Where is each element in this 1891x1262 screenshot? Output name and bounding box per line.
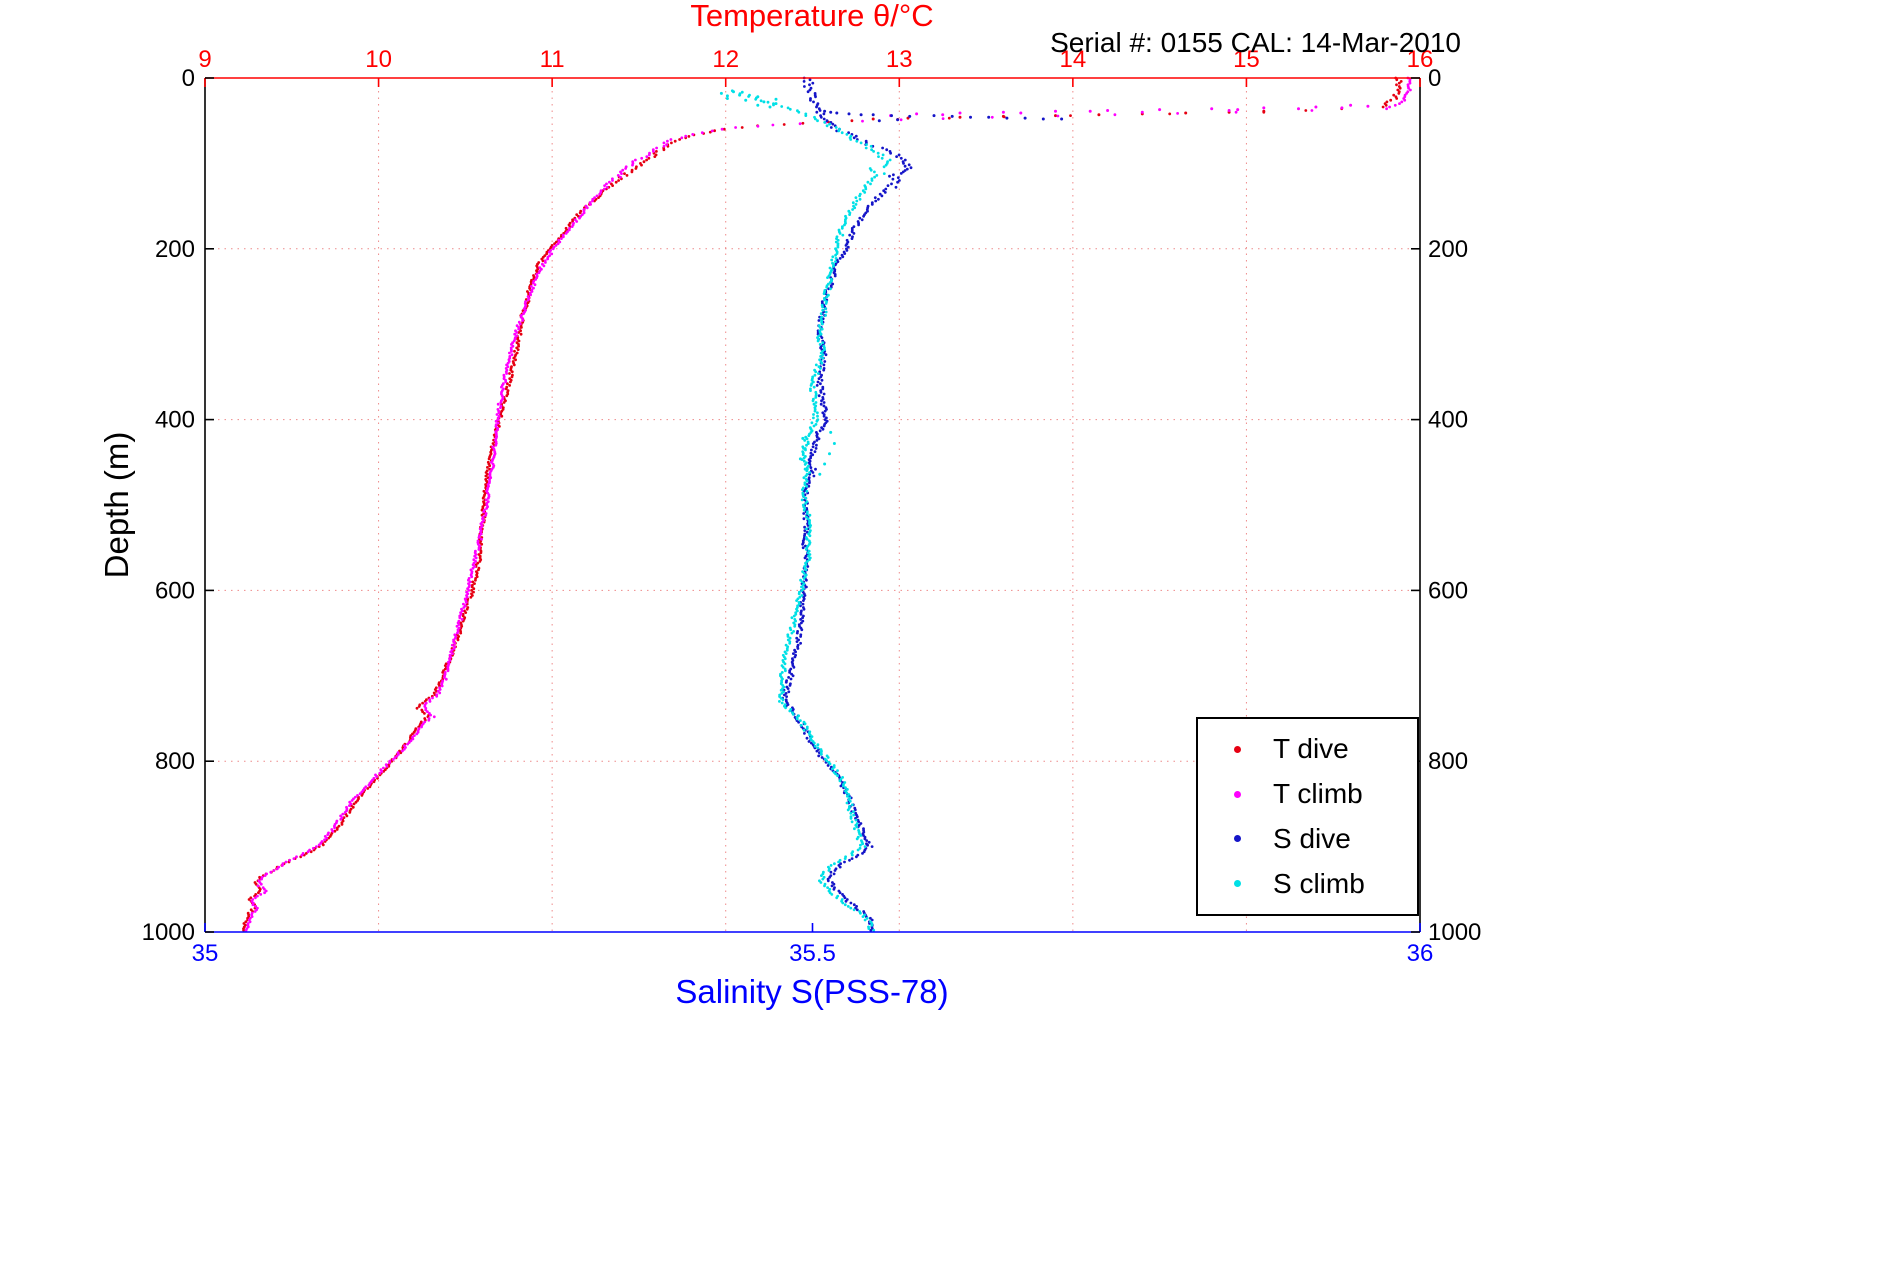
depth-tick-label-left: 1000 xyxy=(142,919,195,946)
legend-item-s-climb: S climb xyxy=(1198,868,1417,900)
depth-tick-label-right: 400 xyxy=(1428,407,1468,434)
temperature-tick-label: 12 xyxy=(712,46,739,73)
temperature-tick-label: 9 xyxy=(198,46,211,73)
legend-label-s-climb: S climb xyxy=(1273,867,1365,899)
legend-label-t-climb: T climb xyxy=(1273,778,1363,810)
depth-tick-label-left: 200 xyxy=(155,236,195,263)
s-climb-marker-icon xyxy=(1234,880,1241,888)
depth-tick-label-right: 600 xyxy=(1428,577,1468,604)
depth-tick-label-left: 400 xyxy=(155,407,195,434)
temperature-tick-label: 10 xyxy=(365,46,392,73)
depth-tick-label-left: 0 xyxy=(182,65,195,92)
series-s-climb xyxy=(719,89,892,932)
salinity-axis-label: Salinity S(PSS-78) xyxy=(675,973,949,1010)
temperature-tick-label: 11 xyxy=(540,46,565,73)
series-s-dive xyxy=(781,76,1064,932)
depth-axis-label: Depth (m) xyxy=(98,431,135,579)
depth-tick-label-right: 800 xyxy=(1428,748,1468,775)
depth-tick-label-right: 0 xyxy=(1428,65,1441,92)
legend-label-t-dive: T dive xyxy=(1273,733,1349,765)
legend-item-s-dive: S dive xyxy=(1198,823,1417,855)
chart-subtitle: Serial #: 0155 CAL: 14-Mar-2010 xyxy=(1050,27,1461,58)
legend-item-t-dive: T dive xyxy=(1198,733,1417,765)
legend-item-t-climb: T climb xyxy=(1198,778,1417,810)
salinity-tick-label: 35 xyxy=(192,940,219,967)
chart-title: Temperature θ/°C xyxy=(690,0,934,33)
salinity-tick-label: 36 xyxy=(1407,940,1434,967)
series-t-climb xyxy=(244,76,1412,932)
temperature-tick-label: 13 xyxy=(886,46,913,73)
temperature-tick-label: 14 xyxy=(1060,46,1087,73)
temperature-tick-label: 16 xyxy=(1407,46,1434,73)
t-dive-marker-icon xyxy=(1234,745,1241,753)
temperature-tick-label: 15 xyxy=(1233,46,1260,73)
depth-tick-label-right: 1000 xyxy=(1428,919,1481,946)
legend: T dive T climb S dive S climb xyxy=(1196,717,1419,916)
depth-tick-label-right: 200 xyxy=(1428,236,1468,263)
s-dive-marker-icon xyxy=(1234,835,1241,843)
depth-tick-label-left: 800 xyxy=(155,748,195,775)
salinity-tick-label: 35.5 xyxy=(789,940,836,967)
legend-label-s-dive: S dive xyxy=(1273,822,1351,854)
t-climb-marker-icon xyxy=(1234,790,1241,798)
depth-tick-label-left: 600 xyxy=(155,577,195,604)
